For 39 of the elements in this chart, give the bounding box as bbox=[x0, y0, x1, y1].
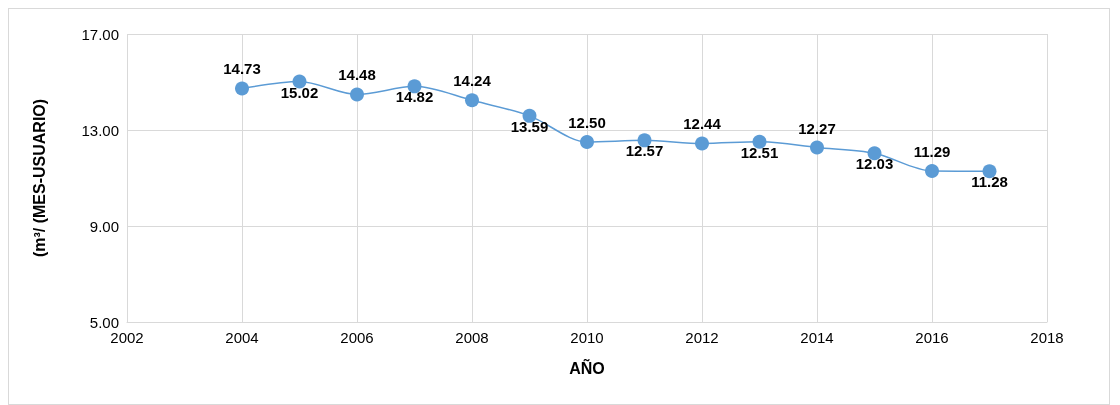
data-label: 11.29 bbox=[913, 143, 951, 161]
point bbox=[810, 140, 824, 155]
point bbox=[580, 135, 594, 149]
x-tick-label: 2010 bbox=[570, 329, 604, 346]
data-label: 13.59 bbox=[510, 117, 549, 135]
data-label: 12.44 bbox=[683, 115, 722, 133]
data-label: 14.24 bbox=[453, 72, 492, 90]
point bbox=[522, 108, 537, 123]
data-label: 14.73 bbox=[223, 60, 261, 78]
y-tick-label: 9.00 bbox=[89, 217, 119, 235]
x-tick-label: 2004 bbox=[225, 329, 259, 346]
y-tick-label: 13.00 bbox=[81, 121, 119, 139]
data-label: 11.28 bbox=[971, 173, 1008, 191]
y-tick-label: 5.00 bbox=[89, 313, 119, 331]
point bbox=[350, 87, 364, 102]
data-label: 14.82 bbox=[395, 88, 434, 106]
x-tick-label: 2008 bbox=[455, 329, 489, 346]
x-tick-label: 2016 bbox=[915, 329, 949, 346]
data-label: 12.50 bbox=[568, 114, 606, 131]
point bbox=[695, 136, 709, 151]
point bbox=[465, 93, 479, 108]
x-tick-label: 2014 bbox=[800, 329, 834, 346]
point bbox=[925, 164, 939, 179]
point bbox=[292, 74, 307, 89]
y-axis-title: (m³/ (MES-USUARIO) bbox=[30, 98, 48, 258]
point bbox=[235, 81, 249, 96]
y-tick-label: 17.00 bbox=[81, 25, 119, 43]
data-label: 12.51 bbox=[740, 143, 779, 161]
x-axis-title: AÑO bbox=[569, 357, 605, 377]
x-tick-label: 2006 bbox=[340, 329, 374, 346]
data-label: 12.57 bbox=[625, 142, 664, 160]
x-tick-label: 2012 bbox=[685, 329, 719, 346]
data-label: 12.03 bbox=[855, 155, 894, 173]
x-tick-label: 2018 bbox=[1030, 329, 1064, 346]
x-tick-label: 2002 bbox=[110, 329, 144, 346]
data-label: 15.02 bbox=[280, 83, 319, 101]
data-label: 12.27 bbox=[798, 119, 836, 137]
point bbox=[752, 134, 767, 149]
data-label: 14.48 bbox=[338, 66, 376, 84]
